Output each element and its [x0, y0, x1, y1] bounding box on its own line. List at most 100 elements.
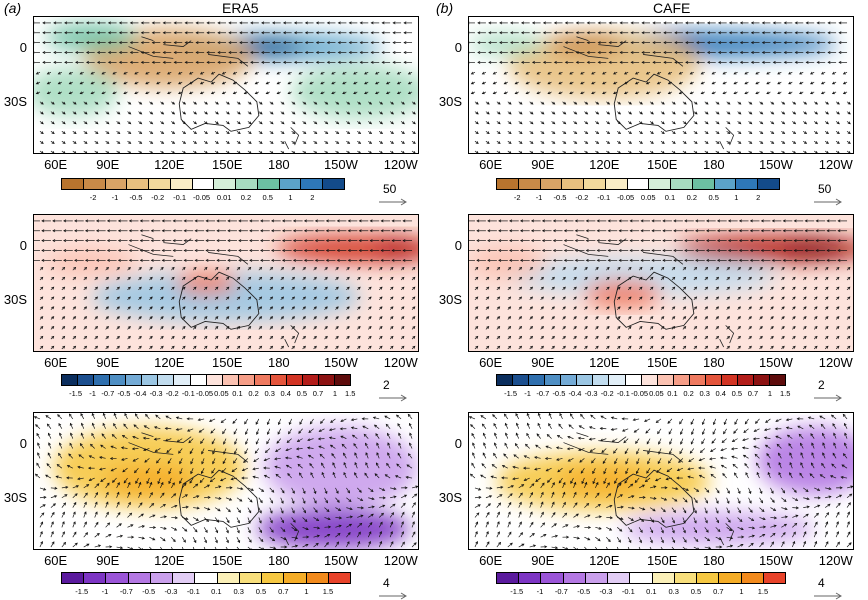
colorbar-swatch	[770, 375, 785, 385]
lon-label: 120W	[819, 355, 853, 370]
lon-label: 180	[703, 355, 725, 370]
colorbar-tick-label: -1.5	[69, 389, 82, 398]
reference-vector-arrow	[379, 198, 409, 206]
lon-label: 150W	[759, 553, 793, 568]
colorbar-swatch	[94, 375, 110, 385]
map-panel	[468, 214, 854, 352]
colorbar-swatch	[593, 375, 609, 385]
colorbar-tick-label: -0.1	[182, 389, 195, 398]
colorbar-swatch	[719, 573, 741, 583]
colorbar-swatch	[675, 573, 697, 583]
lat-label: 0	[432, 40, 462, 55]
colorbar-swatch	[335, 375, 350, 385]
colorbar-swatch	[329, 573, 350, 583]
lon-label: 120W	[384, 553, 418, 568]
colorbar-tick-label: -0.2	[601, 389, 614, 398]
colorbar-tick-label: 1	[304, 587, 308, 596]
reference-vector-arrow	[814, 592, 844, 600]
lon-label: 60E	[44, 355, 67, 370]
colorbar-swatch	[497, 573, 519, 583]
colorbar-swatch	[258, 179, 280, 189]
colorbar-tick-label: 0.2	[687, 193, 697, 202]
colorbar-tick-label: 1.5	[758, 587, 768, 596]
reference-vector-arrow	[814, 394, 844, 402]
colorbar-tick-label: 0.5	[263, 193, 273, 202]
colorbar-swatch	[174, 375, 190, 385]
lon-label: 150E	[647, 355, 677, 370]
colorbar-tick-label: 1.5	[780, 389, 790, 398]
anomaly-region	[257, 508, 411, 549]
panel-b-label: (b)	[436, 0, 453, 16]
lon-label: 180	[703, 553, 725, 568]
colorbar-swatch	[545, 375, 561, 385]
colorbar-tick-label: 2	[310, 193, 314, 202]
colorbar	[61, 374, 351, 386]
colorbar-tick-label: 0.1	[211, 587, 221, 596]
colorbar-swatch	[195, 573, 217, 583]
colorbar-swatch	[754, 375, 770, 385]
lon-label: 180	[268, 553, 290, 568]
colorbar-swatch	[519, 573, 541, 583]
colorbar-swatch	[262, 573, 284, 583]
colorbar-swatch	[658, 375, 674, 385]
colorbar-tick-label: 0.3	[233, 587, 243, 596]
colorbar-tick-label: -0.5	[129, 193, 142, 202]
lon-label: 60E	[44, 553, 67, 568]
colorbar-tick-label: -0.3	[150, 389, 163, 398]
panel-b-letter: (b)	[436, 0, 453, 16]
colorbar-swatch	[218, 573, 240, 583]
colorbar-swatch	[584, 179, 606, 189]
colorbar-tick-label: -1	[112, 193, 119, 202]
map-panel	[33, 16, 419, 154]
reference-vector-arrow	[379, 592, 409, 600]
colorbar-tick-label: 0.3	[264, 389, 274, 398]
colorbar-swatch	[239, 375, 255, 385]
colorbar-tick-label: -0.5	[577, 587, 590, 596]
colorbar-swatch	[649, 179, 671, 189]
map-panel	[468, 16, 854, 154]
colorbar-tick-label: 1.5	[323, 587, 333, 596]
anomaly-field	[469, 215, 853, 351]
colorbar-swatch	[706, 375, 722, 385]
colorbar-tick-label: 0.5	[297, 389, 307, 398]
colorbar-swatch	[301, 179, 323, 189]
colorbar-tick-label: 0.1	[646, 587, 656, 596]
colorbar-swatch	[736, 179, 758, 189]
colorbar-swatch	[84, 573, 106, 583]
colorbar-tick-label: -1	[524, 389, 531, 398]
colorbar-tick-label: -1.5	[504, 389, 517, 398]
colorbar-swatch	[158, 375, 174, 385]
panel-a-title: ERA5	[222, 0, 259, 16]
colorbar	[61, 178, 345, 190]
lon-label: 90E	[531, 157, 554, 172]
lon-label: 120E	[589, 553, 619, 568]
lat-label: 0	[0, 436, 27, 451]
colorbar-tick-label: 0.2	[683, 389, 693, 398]
lon-label: 120E	[154, 553, 184, 568]
colorbar-swatch	[541, 573, 563, 583]
lon-label: 150E	[647, 553, 677, 568]
colorbar-swatch	[586, 573, 608, 583]
colorbar-swatch	[608, 573, 630, 583]
colorbar-swatch	[519, 179, 541, 189]
lon-label: 60E	[44, 157, 67, 172]
colorbar-swatch	[529, 375, 545, 385]
map-panel	[33, 412, 419, 550]
colorbar-tick-label: -0.3	[165, 587, 178, 596]
colorbar-tick-label: -0.7	[101, 389, 114, 398]
lon-label: 90E	[96, 553, 119, 568]
reference-vector-label: 4	[383, 576, 390, 590]
colorbar-swatch	[513, 375, 529, 385]
lon-label: 120W	[384, 157, 418, 172]
panel-b-title: CAFE	[653, 0, 690, 16]
lon-label: 180	[268, 355, 290, 370]
colorbar-swatch	[193, 179, 215, 189]
colorbar-tick-label: -1	[89, 389, 96, 398]
anomaly-region	[469, 246, 546, 279]
colorbar-tick-label: 0.2	[241, 193, 251, 202]
map-panel	[468, 412, 854, 550]
lon-label: 120E	[154, 355, 184, 370]
colorbar-tick-label: 1	[288, 193, 292, 202]
colorbar-tick-label: 0.7	[713, 587, 723, 596]
colorbar-swatch	[84, 179, 106, 189]
